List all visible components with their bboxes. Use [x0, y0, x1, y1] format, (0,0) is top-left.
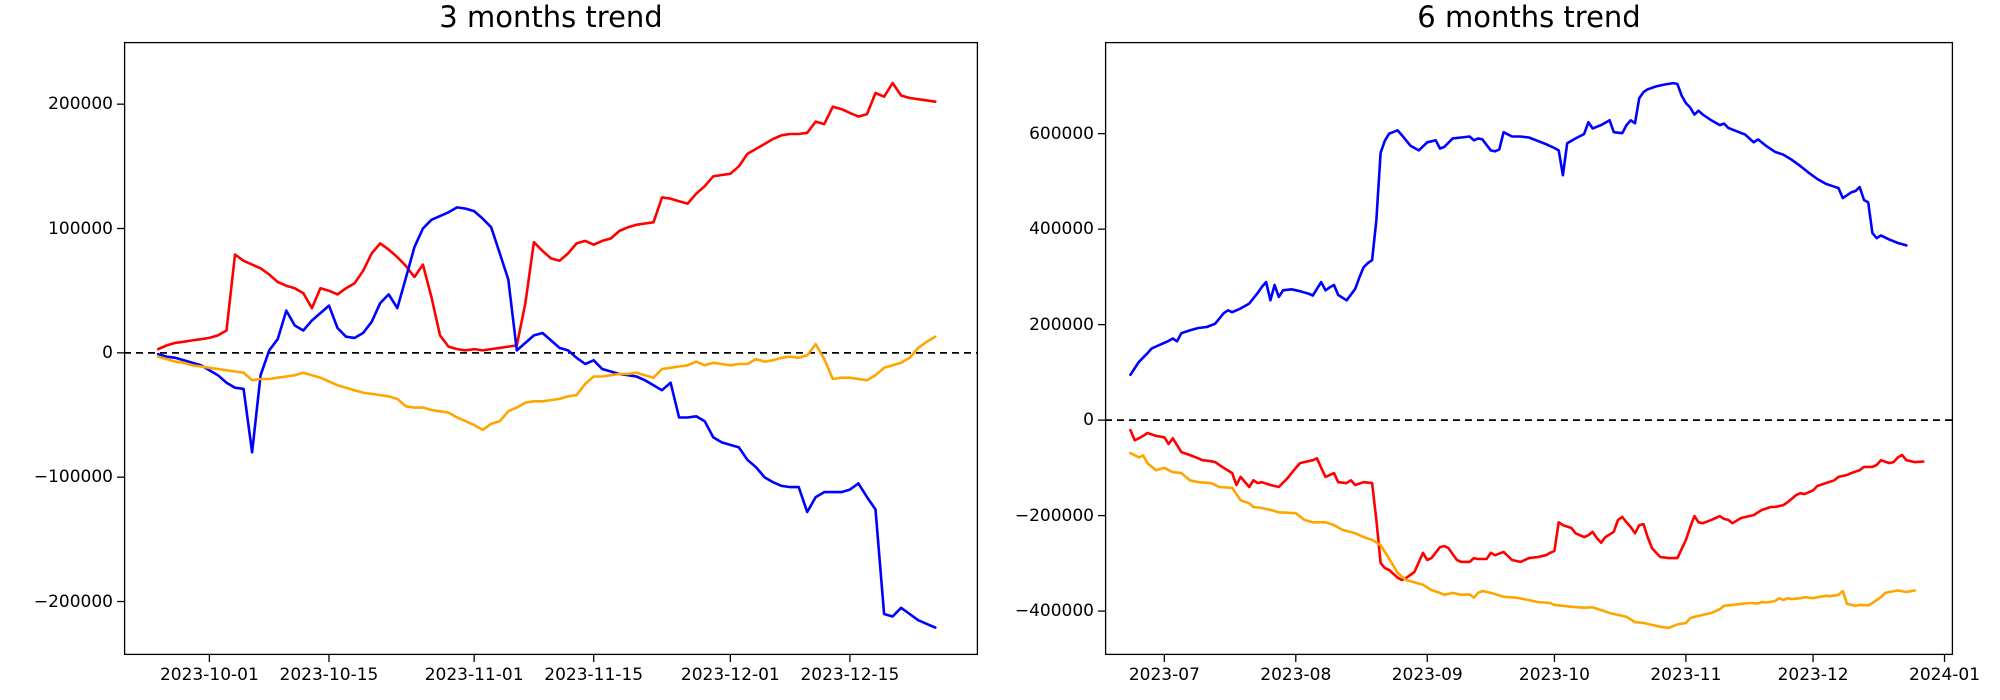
x-tick-label: 2024-01	[1909, 665, 1981, 685]
series-orange-line	[156, 335, 937, 432]
y-tick-label: −400000	[1014, 601, 1094, 622]
chart-title: 6 months trend	[1417, 0, 1641, 34]
series-blue-line	[156, 206, 937, 629]
x-tick-label: 2023-11-01	[424, 665, 524, 685]
x-tick-label: 2023-12-15	[800, 665, 900, 685]
series-red-line	[1129, 428, 1925, 582]
series-red-line	[156, 81, 937, 352]
y-tick-label: 200000	[1029, 314, 1094, 335]
x-tick-label: 2023-12-01	[680, 665, 780, 685]
x-tick-label: 2023-10	[1518, 665, 1590, 685]
x-tick-label: 2023-11	[1650, 665, 1722, 685]
x-tick-label: 2023-10-01	[159, 665, 259, 685]
chart-6-months-trend: 6 months trend 2023-07 2023-08 2023-09 2023…	[1015, 0, 1980, 685]
x-tick-label: 2023-07	[1128, 665, 1200, 685]
y-tick-label: 0	[102, 342, 113, 363]
y-tick-label: 200000	[48, 94, 113, 115]
x-tick-label: 2023-08	[1260, 665, 1332, 685]
axes-frame	[1104, 41, 1954, 656]
y-tick-label: 400000	[1029, 219, 1094, 240]
x-tick-label: 2023-12	[1777, 665, 1849, 685]
plot-area	[117, 41, 979, 662]
y-tick-label: −200000	[1014, 505, 1094, 526]
y-tick-label: 0	[1083, 410, 1094, 431]
y-tick-label: −100000	[33, 467, 113, 488]
plot-area	[1098, 41, 1954, 662]
chart-3-months-trend: 3 months trend 2023-10-01 2023-10-15 2023-…	[34, 0, 979, 685]
series-orange-line	[1129, 451, 1917, 630]
y-tick-label: 600000	[1029, 123, 1094, 144]
x-tick-label: 2023-10-15	[279, 665, 379, 685]
y-tick-label: 100000	[48, 218, 113, 239]
y-tick-label: −200000	[33, 591, 113, 612]
x-tick-label: 2023-11-15	[544, 665, 644, 685]
axes-frame	[123, 41, 979, 656]
x-tick-label: 2023-09	[1391, 665, 1463, 685]
chart-title: 3 months trend	[439, 0, 663, 34]
series-blue-line	[1129, 81, 1908, 377]
